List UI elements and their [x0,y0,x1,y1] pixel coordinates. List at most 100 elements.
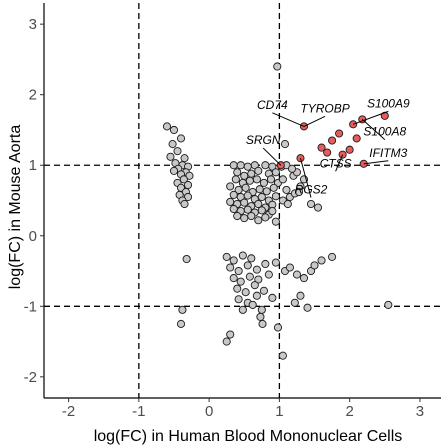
data-point [292,270,302,279]
data-point [254,216,263,225]
x-tick-label: 2 [345,403,353,420]
data-point [236,277,245,286]
data-point [243,162,252,171]
data-point [269,183,278,192]
data-point [278,351,287,360]
data-point [226,182,235,191]
data-point [250,281,259,290]
data-point [233,211,242,221]
annotation-leader-line [262,147,282,166]
data-point [268,162,277,171]
data-point [169,166,179,175]
data-point [261,161,270,170]
data-point [252,291,261,300]
data-point [328,252,337,261]
data-point [226,197,235,206]
annotation-leader-line [363,160,389,165]
data-point [282,185,291,194]
data-point [226,263,235,272]
x-tick-label: 3 [416,403,424,420]
data-point [257,206,266,215]
data-point [259,178,268,187]
x-tick-label: 0 [205,403,213,420]
y-tick-label: 1 [29,157,37,174]
data-point [162,122,172,131]
data-point [229,190,238,199]
data-point [245,176,254,185]
data-point [285,263,294,272]
annotation-leader-line [299,158,312,198]
annotation-label: S100A9 [367,96,410,110]
x-tick-label: -2 [62,403,75,420]
data-point [247,211,256,221]
data-point [229,204,238,214]
data-point [182,254,191,264]
data-point [287,164,297,173]
data-point [317,256,326,265]
data-point [252,175,261,184]
y-tick-label: 3 [29,16,37,33]
data-points [162,62,393,360]
data-point [271,258,280,267]
data-point [222,252,231,261]
highlighted-data-point [352,134,361,143]
annotation-leader-line [352,110,389,125]
data-point [310,261,319,270]
data-point [273,323,283,332]
data-point [247,169,256,178]
data-point [180,154,189,163]
data-point [306,266,316,276]
data-point [254,275,263,284]
data-point [255,185,264,194]
data-point [245,272,254,281]
data-point [384,300,393,309]
data-point [259,286,268,295]
data-point [264,270,273,279]
highlighted-data-point [323,148,332,157]
data-point [229,256,238,265]
data-point [248,300,257,309]
data-point [258,319,267,328]
data-point [266,175,276,184]
y-tick-label: -1 [24,298,37,315]
data-point [268,293,277,302]
data-point [231,175,240,184]
data-point [179,175,188,184]
data-point [240,198,249,207]
data-point [222,337,231,346]
data-point [243,205,252,214]
data-point [173,147,182,156]
data-point [178,305,187,314]
data-point [295,187,304,197]
data-point [243,261,252,270]
data-point [257,192,266,202]
data-point [254,166,263,175]
data-point [271,192,280,201]
data-point [261,259,270,269]
data-point [238,251,247,260]
data-point [271,168,280,177]
data-point [283,199,292,209]
data-point [247,254,256,263]
y-axis-title: log(FC) in Mouse Aorta [7,125,24,290]
data-point [233,168,242,177]
annotation-label: IFITM3 [369,146,407,160]
data-point [271,217,280,226]
data-point [180,199,189,209]
data-point [243,191,252,200]
data-point [273,62,282,71]
data-point [280,140,290,149]
data-point [313,203,323,212]
annotation-leader-line [272,112,305,127]
annotation-label: SRGN [246,133,281,147]
annotation-label: S100A8 [363,125,406,139]
data-point [229,161,238,170]
data-point [257,305,266,314]
data-point [236,161,245,170]
data-point [166,152,175,161]
annotation-label: CD74 [257,98,288,112]
data-point [278,175,287,184]
data-point [296,291,305,300]
x-tick-label: -1 [132,403,145,420]
annotation-leader-line [361,119,386,140]
